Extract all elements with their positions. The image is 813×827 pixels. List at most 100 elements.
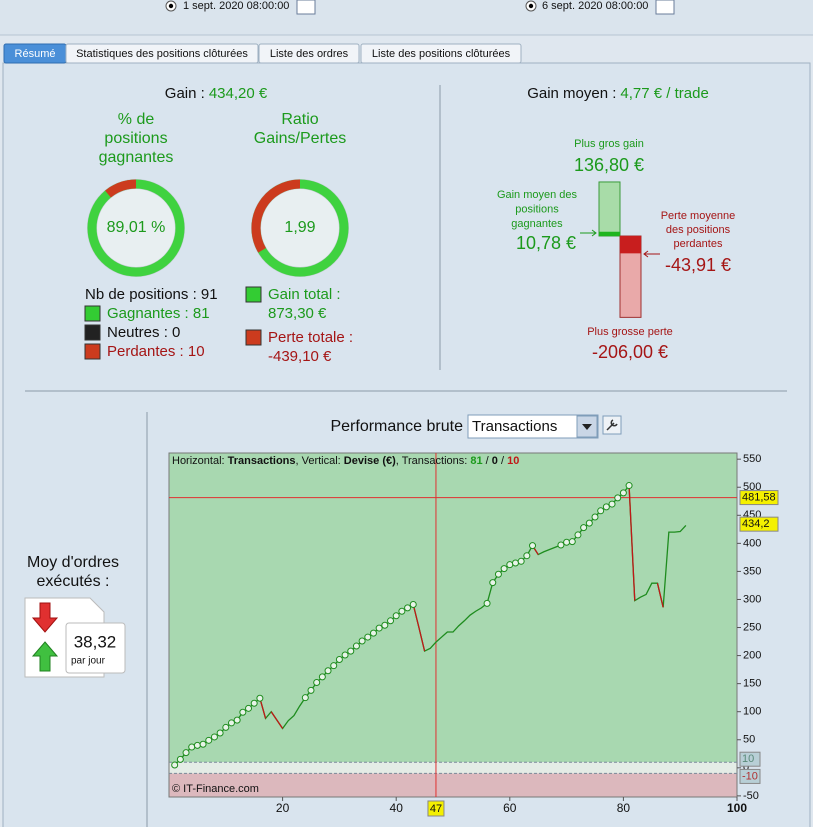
y-tick-label: -50 — [743, 790, 759, 802]
y-tick-label: 350 — [743, 565, 761, 577]
high-point — [500, 565, 508, 573]
orders-label: Moy d'ordres — [27, 554, 119, 571]
high-point — [364, 633, 372, 641]
extreme-value: 136,80 € — [574, 155, 644, 175]
calendar-icon[interactable] — [655, 0, 675, 15]
extreme-label: positions — [515, 203, 559, 215]
avg-win-bar — [599, 231, 620, 236]
high-point — [404, 604, 412, 612]
high-point — [335, 656, 343, 664]
marker-box — [739, 768, 761, 784]
donut-title: % de — [118, 111, 155, 128]
orders-label: exécutés : — [37, 573, 110, 590]
donut-arc — [105, 179, 137, 198]
plot-bg — [169, 453, 737, 763]
high-point — [574, 531, 582, 539]
high-point — [205, 736, 213, 744]
select[interactable] — [467, 414, 599, 439]
gain-value: 434,20 € — [209, 85, 268, 102]
total-value: -439,10 € — [268, 348, 332, 365]
count: Gagnantes : 81 — [107, 305, 210, 322]
extreme-value: 10,78 € — [516, 233, 576, 253]
extreme-label: gagnantes — [511, 218, 563, 230]
extreme-value: -43,91 € — [665, 255, 731, 275]
header-part: 10 — [507, 455, 519, 467]
donut-title: Ratio — [281, 111, 318, 128]
y-tick-label: 50 — [743, 734, 755, 746]
arrow-down-icon — [31, 602, 59, 633]
date: 6 sept. 2020 08:00:00 — [542, 0, 648, 12]
donut-center — [261, 189, 339, 267]
header-part: Transactions — [228, 455, 296, 467]
extreme-label: des positions — [666, 224, 731, 236]
toolbar — [0, 0, 813, 35]
legend-square — [84, 305, 101, 322]
calendar-icon[interactable] — [296, 0, 316, 15]
high-point — [511, 559, 519, 567]
loss-segment — [270, 711, 278, 721]
high-point — [307, 686, 315, 694]
chart-header: Horizontal: Transactions, Vertical: Devi… — [172, 455, 519, 467]
high-point — [563, 538, 571, 546]
tab[interactable] — [65, 43, 259, 64]
extreme-label: Gain moyen des — [497, 189, 578, 201]
extreme-label: Plus gros gain — [574, 138, 644, 150]
donut-title: positions — [104, 130, 167, 147]
high-point — [222, 723, 230, 731]
loss-segment — [656, 583, 664, 608]
tab-label: Liste des ordres — [270, 48, 349, 60]
high-point — [494, 570, 502, 578]
high-point — [171, 761, 179, 769]
y-tick-label: 0 — [743, 762, 749, 774]
high-point — [625, 482, 633, 490]
high-point — [210, 733, 218, 741]
pointer-arrow — [580, 229, 597, 237]
high-point — [324, 667, 332, 675]
value-box — [65, 622, 126, 674]
plot-frame — [168, 452, 738, 798]
high-point — [341, 651, 349, 659]
total-value: 873,30 € — [268, 305, 327, 322]
loss-segment — [276, 719, 284, 729]
avg-gain-label: Gain moyen : — [527, 85, 616, 102]
y-tick-label: 300 — [743, 593, 761, 605]
header-part: Devise (€) — [344, 455, 396, 467]
crosshair-box — [427, 800, 445, 817]
count: Perdantes : 10 — [107, 343, 205, 360]
high-point — [347, 647, 355, 655]
donut-value: 89,01 % — [107, 219, 166, 236]
total-label: Gain total : — [268, 286, 341, 303]
header-part: 0 — [492, 455, 498, 467]
loss-segment — [412, 604, 420, 628]
high-point — [352, 642, 360, 650]
chart-title: Performance brute — [330, 418, 463, 435]
crosshair-label: 47 — [430, 803, 442, 815]
high-point — [619, 489, 627, 497]
high-point — [529, 542, 537, 550]
avg-gain-value: 4,77 € / trade — [620, 85, 708, 102]
tab[interactable] — [360, 43, 522, 64]
x-tick-label: 20 — [276, 801, 290, 815]
high-point — [517, 557, 525, 565]
high-point — [483, 599, 491, 607]
loss-segment — [418, 627, 426, 652]
high-point — [585, 519, 593, 527]
max-gain-bar — [598, 181, 621, 237]
tab[interactable] — [258, 43, 360, 64]
header-part: / — [498, 455, 507, 467]
avg-loss-bar — [620, 236, 641, 254]
marker-box — [739, 516, 779, 532]
gain-label: Gain : — [165, 85, 205, 102]
marker-box — [739, 751, 761, 767]
marker-label: 10 — [742, 753, 754, 765]
legend-square — [84, 343, 101, 360]
chart-selector: Transactions — [472, 418, 557, 435]
y-tick-label: 400 — [743, 537, 761, 549]
y-tick-label: 100 — [743, 706, 761, 718]
high-point — [398, 607, 406, 615]
y-tick-label: 150 — [743, 678, 761, 690]
chart-footer: © IT-Finance.com — [172, 783, 259, 795]
high-point — [176, 755, 184, 763]
marker-label: -10 — [742, 770, 758, 782]
